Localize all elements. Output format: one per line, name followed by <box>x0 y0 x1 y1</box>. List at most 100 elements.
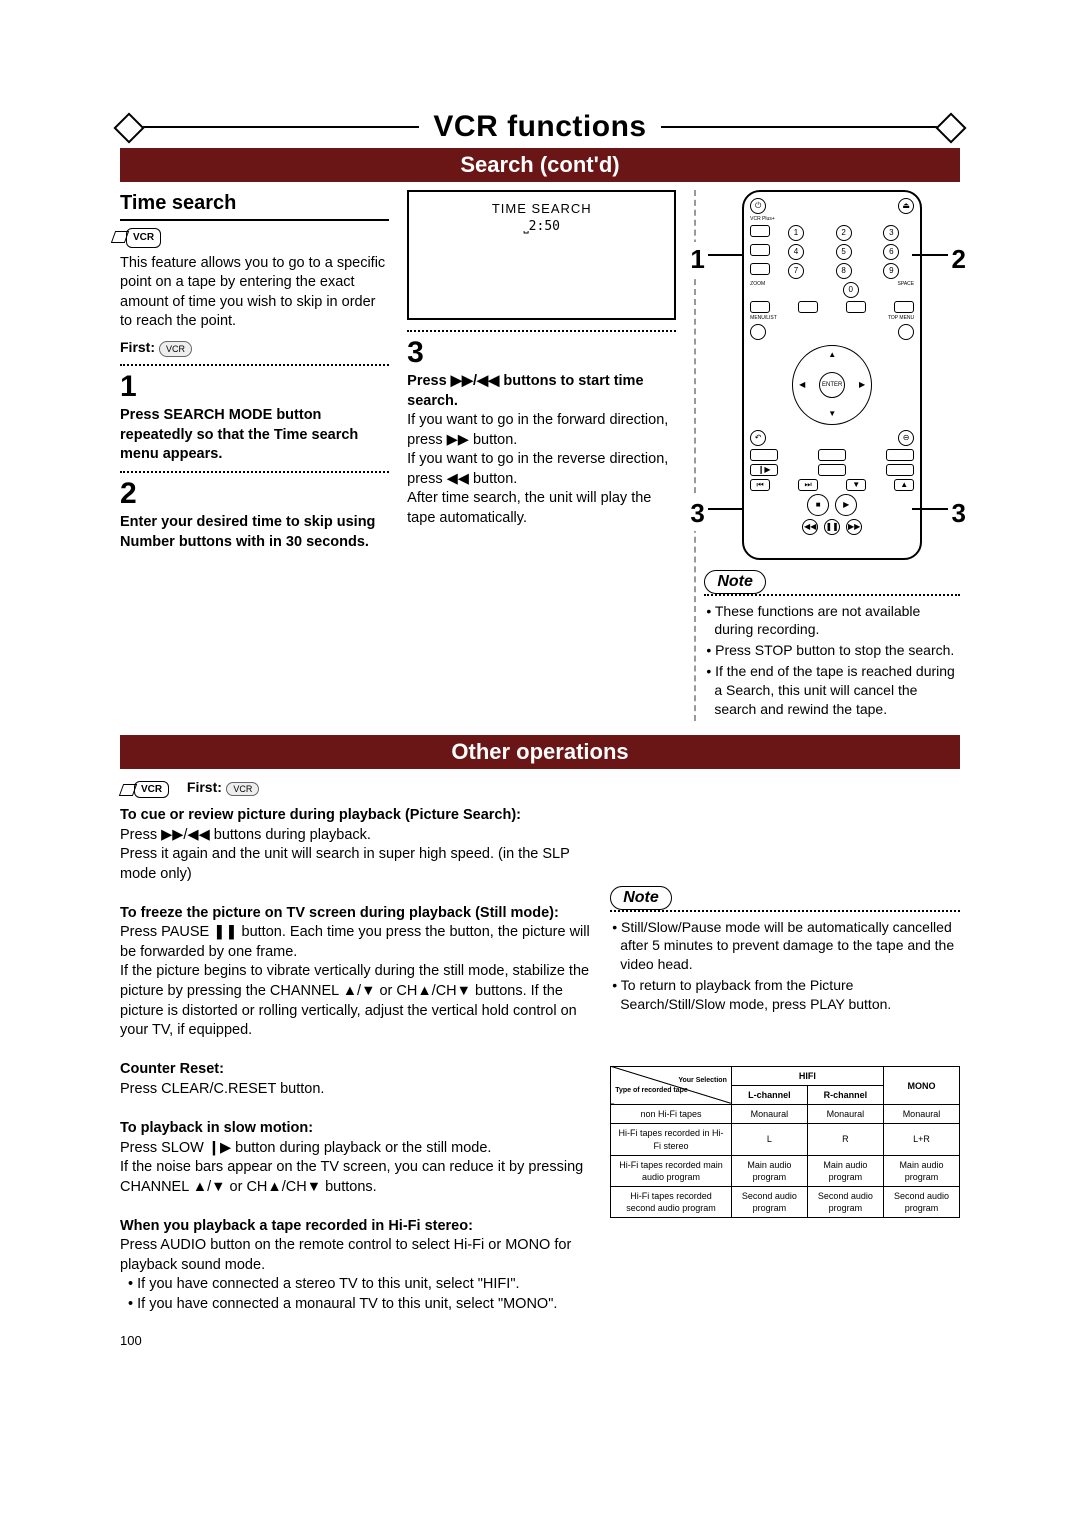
rew-button: ◀◀ <box>802 519 818 535</box>
cm-skip-button <box>750 263 770 275</box>
cell: L <box>731 1124 807 1155</box>
time-search-heading: Time search <box>120 190 389 221</box>
page-title: VCR functions <box>419 110 660 144</box>
other-right: Note Still/Slow/Pause mode will be autom… <box>610 806 960 1315</box>
note-item: If the end of the tape is reached during… <box>706 662 960 719</box>
vcr-mode-badge: VCR <box>134 781 169 798</box>
search-columns: Time search VCR This feature allows you … <box>120 190 960 721</box>
section-other-header: Other operations <box>120 735 960 769</box>
cell: Main audio program <box>731 1155 807 1186</box>
display-button <box>894 301 914 313</box>
step-2-text: Enter your desired time to skip using Nu… <box>120 513 389 552</box>
pause-button: ❚❚ <box>824 519 840 535</box>
num-9: 9 <box>883 263 899 279</box>
col-right: 1 2 3 3 ⏻ ⏏ VCR Plus+ 1 2 3 <box>694 190 960 721</box>
num-3: 3 <box>883 225 899 241</box>
callout-line <box>708 254 744 256</box>
callout-2: 2 <box>952 242 966 277</box>
dotline <box>407 330 676 332</box>
first-label: First: <box>120 339 155 355</box>
cell: Monaural <box>883 1105 959 1124</box>
table-row: Hi-Fi tapes recorded in Hi-Fi stereo L R… <box>611 1124 960 1155</box>
rec-monitor-button <box>798 301 818 313</box>
step-3-title: Press ▶▶/◀◀ buttons to start time search… <box>407 372 676 411</box>
zoom-label: ZOOM <box>750 282 765 298</box>
hifi-bullet-2: If you have connected a monaural TV to t… <box>137 1296 557 1312</box>
table-row: Hi-Fi tapes recorded second audio progra… <box>611 1186 960 1217</box>
note-dots <box>704 594 960 596</box>
up-arrow-icon: ▲ <box>828 350 836 361</box>
note-item: To return to playback from the Picture S… <box>612 976 960 1014</box>
other-first-label: First: <box>187 779 222 795</box>
num-4: 4 <box>788 244 804 260</box>
section-search-header: Search (cont'd) <box>120 148 960 182</box>
col-left: Time search VCR This feature allows you … <box>120 190 389 721</box>
picture-search-1: Press ▶▶/◀◀ buttons during playback. <box>120 826 592 846</box>
slow-1: Press SLOW ❙▶ button during playback or … <box>120 1139 592 1159</box>
cell: Hi-Fi tapes recorded second audio progra… <box>611 1186 732 1217</box>
title-divider-left <box>120 126 419 128</box>
note-2-title: Note <box>610 886 672 910</box>
space-label: SPACE <box>898 282 915 298</box>
top-menu-button <box>898 324 914 340</box>
power-icon: ⏻ <box>750 198 766 214</box>
step-2-num: 2 <box>120 479 389 509</box>
table-diag-cell: Your Selection Type of recorded tape <box>611 1066 732 1104</box>
dotline <box>120 364 389 366</box>
slow-button: ❙▶ <box>750 464 778 476</box>
down-arrow-icon: ▼ <box>828 409 836 420</box>
note-dots <box>610 910 960 912</box>
still-title: To freeze the picture on TV screen durin… <box>120 905 559 921</box>
callout-line <box>708 508 744 510</box>
slow-2: If the noise bars appear on the TV scree… <box>120 1158 592 1197</box>
audio-button <box>846 301 866 313</box>
top-menu-label: TOP MENU <box>888 316 914 321</box>
vcr-plus-label: VCR Plus+ <box>750 217 775 222</box>
cell: Second audio program <box>883 1186 959 1217</box>
mono-head: MONO <box>883 1066 959 1104</box>
vcr-mode-badge: VCR <box>126 227 389 248</box>
dpad: ▲ ▼ ◀ ▶ ENTER <box>792 345 872 425</box>
cell: Hi-Fi tapes recorded in Hi-Fi stereo <box>611 1124 732 1155</box>
setup-button: ⊖ <box>898 430 914 446</box>
stop-button: ■ <box>807 494 829 516</box>
note-item: Still/Slow/Pause mode will be automatica… <box>612 918 960 975</box>
step-3-num: 3 <box>407 338 676 368</box>
time-search-intro: This feature allows you to go to a speci… <box>120 254 389 332</box>
cell: non Hi-Fi tapes <box>611 1105 732 1124</box>
cell: L+R <box>883 1124 959 1155</box>
clear-button <box>750 301 770 313</box>
skip-prev-button: ⏮ <box>750 479 770 491</box>
hifi-1: Press AUDIO button on the remote control… <box>120 1236 592 1275</box>
return-button: ↶ <box>750 430 766 446</box>
vcr-button-icon: VCR <box>226 782 259 796</box>
callout-3-left: 3 <box>690 496 704 531</box>
diag-top: Your Selection <box>615 1076 727 1085</box>
note-1-list: These functions are not available during… <box>704 602 960 719</box>
hifi-title: When you playback a tape recorded in Hi-… <box>120 1218 473 1234</box>
cell: Monaural <box>731 1105 807 1124</box>
counter-title: Counter Reset: <box>120 1061 224 1077</box>
counter-1: Press CLEAR/C.RESET button. <box>120 1080 592 1100</box>
cell: R <box>807 1124 883 1155</box>
vcr-button-icon: VCR <box>159 341 192 357</box>
note-2-list: Still/Slow/Pause mode will be automatica… <box>610 918 960 1014</box>
ch-up-button: ▲ <box>894 479 914 491</box>
num-1: 1 <box>788 225 804 241</box>
other-body: To cue or review picture during playback… <box>120 806 960 1315</box>
time-search-screen: TIME SEARCH ⎵2:50 <box>407 190 676 320</box>
rec-speed-button <box>818 464 846 476</box>
note-1-block: Note These functions are not available d… <box>704 570 960 719</box>
first-row: First: VCR <box>120 338 389 359</box>
video-tv-button <box>818 449 846 461</box>
screen-time: ⎵2:50 <box>419 218 664 236</box>
hifi-table: Your Selection Type of recorded tape HIF… <box>610 1066 960 1218</box>
other-first-row: VCR First: VCR <box>120 779 960 798</box>
table-row: non Hi-Fi tapes Monaural Monaural Monaur… <box>611 1105 960 1124</box>
remote-diagram: ⏻ ⏏ VCR Plus+ 1 2 3 4 5 6 <box>742 190 922 560</box>
note-item: Press STOP button to stop the search. <box>706 641 960 660</box>
note-item: These functions are not available during… <box>706 602 960 640</box>
page-title-band: VCR functions <box>120 110 960 144</box>
num-8: 8 <box>836 263 852 279</box>
menu-label: MENU/LIST <box>750 316 777 321</box>
